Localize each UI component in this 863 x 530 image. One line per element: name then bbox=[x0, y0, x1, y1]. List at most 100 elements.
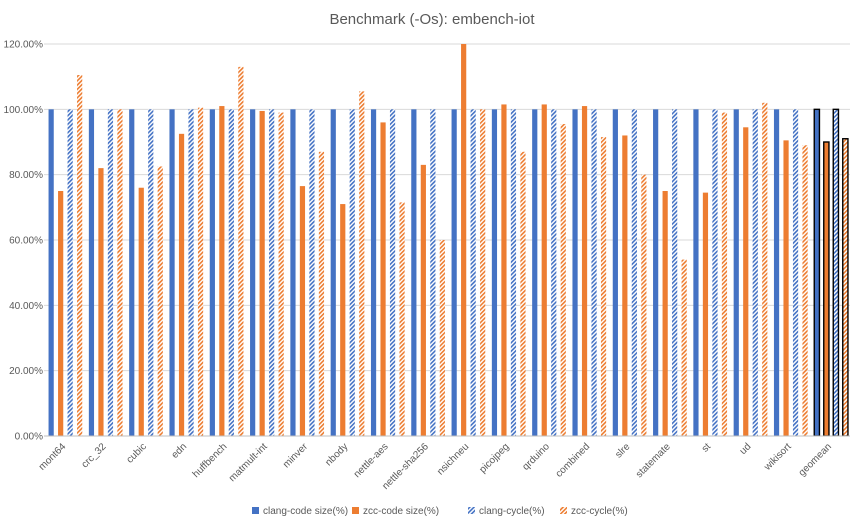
bar-minver-s1 bbox=[299, 186, 306, 436]
bar-picojpeg-s3 bbox=[520, 151, 526, 436]
x-tick-label: edn bbox=[170, 441, 190, 461]
y-tick-label: 0.00% bbox=[15, 432, 43, 443]
bar-nsichneu-s3 bbox=[480, 109, 486, 436]
bar-nettle-aes-s2 bbox=[389, 109, 396, 436]
bar-mont64-s1 bbox=[58, 191, 64, 436]
y-tick-label: 120.00% bbox=[4, 40, 44, 51]
bar-matmult-int-s0 bbox=[250, 109, 256, 436]
x-tick-label: qrduino bbox=[521, 441, 553, 473]
bar-nbody-s2 bbox=[349, 109, 355, 436]
bar-minver-s3 bbox=[318, 151, 325, 436]
bar-nettle-sha256-s1 bbox=[420, 164, 426, 436]
gridlines bbox=[44, 43, 850, 372]
bar-combined-s3 bbox=[600, 137, 607, 436]
bar-mont64-s3 bbox=[77, 75, 83, 436]
bar-picojpeg-s0 bbox=[491, 109, 498, 436]
x-tick-label: ud bbox=[738, 441, 754, 457]
legend-swatch bbox=[352, 507, 359, 514]
bar-statemate-s3 bbox=[681, 259, 687, 436]
bars bbox=[48, 44, 849, 436]
bar-qrduino-s2 bbox=[551, 109, 557, 436]
bar-huffbench-s3 bbox=[238, 66, 244, 436]
x-tick-label: crc_32 bbox=[80, 441, 109, 470]
bar-mont64-s0 bbox=[48, 109, 54, 436]
bar-nsichneu-s2 bbox=[470, 109, 476, 436]
bar-crc_32-s0 bbox=[88, 109, 95, 436]
legend-label: clang-cycle(%) bbox=[479, 506, 545, 517]
bar-crc_32-s1 bbox=[98, 168, 104, 436]
bar-cubic-s1 bbox=[138, 187, 144, 436]
y-tick-label: 80.00% bbox=[9, 170, 43, 181]
bar-st-s1 bbox=[702, 192, 709, 436]
bar-combined-s1 bbox=[581, 106, 588, 436]
bar-minver-s0 bbox=[290, 109, 296, 436]
bar-huffbench-s1 bbox=[219, 106, 225, 436]
bar-huffbench-s2 bbox=[228, 109, 234, 436]
bar-geomean-s2 bbox=[832, 108, 840, 436]
bar-nettle-sha256-s0 bbox=[411, 109, 417, 436]
bar-nettle-sha256-s3 bbox=[439, 240, 445, 436]
x-tick-label: slre bbox=[613, 441, 632, 460]
y-tick-label: 40.00% bbox=[9, 301, 43, 312]
y-tick-label: 20.00% bbox=[9, 366, 43, 377]
y-axis-ticks: 0.00% 20.00% 40.00% 60.00% 80.00% 100.00% 120.… bbox=[4, 40, 44, 443]
bar-ud-s2 bbox=[752, 109, 758, 436]
bar-statemate-s2 bbox=[672, 109, 678, 436]
x-tick-label: nettle-aes bbox=[352, 441, 391, 480]
bar-crc_32-s3 bbox=[117, 109, 123, 436]
y-tick-label: 60.00% bbox=[9, 236, 43, 247]
bar-nettle-aes-s0 bbox=[370, 109, 377, 436]
x-tick-label: geomean bbox=[797, 441, 834, 478]
bar-geomean-s0 bbox=[813, 108, 821, 436]
bar-edn-s1 bbox=[178, 133, 185, 436]
bar-mont64-s2 bbox=[67, 109, 73, 436]
legend-swatch bbox=[252, 507, 259, 514]
legend-label: zcc-code size(%) bbox=[363, 506, 439, 517]
bar-statemate-s0 bbox=[653, 109, 659, 436]
x-tick-label: nbody bbox=[323, 441, 350, 468]
bar-crc_32-s2 bbox=[107, 109, 114, 436]
bar-nsichneu-s1 bbox=[461, 44, 467, 436]
bar-slre-s3 bbox=[641, 174, 647, 436]
bar-wikisort-s1 bbox=[783, 140, 789, 436]
bar-wikisort-s3 bbox=[802, 145, 808, 436]
legend: clang-code size(%) zcc-code size(%) clang-… bbox=[252, 506, 628, 517]
bar-geomean-s3 bbox=[842, 138, 849, 436]
x-tick-label: combined bbox=[554, 441, 592, 479]
bar-cubic-s3 bbox=[157, 166, 163, 436]
bar-nbody-s3 bbox=[359, 91, 365, 436]
bar-st-s2 bbox=[712, 109, 718, 436]
bar-ud-s3 bbox=[762, 102, 768, 436]
bar-matmult-int-s3 bbox=[278, 112, 284, 436]
bar-huffbench-s0 bbox=[209, 109, 215, 436]
x-tick-label: matmult-int bbox=[227, 441, 270, 484]
bar-nsichneu-s0 bbox=[451, 109, 457, 436]
legend-label: clang-code size(%) bbox=[263, 506, 348, 517]
bar-cubic-s0 bbox=[129, 109, 135, 436]
bar-edn-s0 bbox=[169, 109, 175, 436]
bar-matmult-int-s2 bbox=[269, 109, 275, 436]
bar-wikisort-s0 bbox=[773, 109, 780, 436]
x-tick-label: cubic bbox=[125, 441, 149, 465]
legend-label: zcc-cycle(%) bbox=[571, 506, 628, 517]
x-tick-label: picojpeg bbox=[477, 441, 511, 475]
bar-qrduino-s1 bbox=[541, 104, 547, 436]
legend-swatch bbox=[560, 507, 567, 514]
x-tick-label: statemate bbox=[634, 441, 673, 480]
bar-ud-s0 bbox=[733, 109, 739, 436]
bar-edn-s3 bbox=[197, 107, 204, 436]
bar-geomean-s1 bbox=[823, 141, 830, 436]
bar-matmult-int-s1 bbox=[259, 110, 265, 436]
bar-picojpeg-s2 bbox=[510, 109, 517, 436]
bar-slre-s2 bbox=[631, 109, 637, 436]
bar-combined-s0 bbox=[572, 109, 578, 436]
bar-picojpeg-s1 bbox=[501, 104, 507, 436]
bar-wikisort-s2 bbox=[792, 109, 799, 436]
x-tick-label: huffbench bbox=[191, 441, 230, 480]
x-tick-label: nsichneu bbox=[435, 441, 471, 477]
bar-edn-s2 bbox=[188, 109, 194, 436]
bar-slre-s0 bbox=[612, 109, 618, 436]
bar-qrduino-s3 bbox=[560, 124, 566, 436]
bar-cubic-s2 bbox=[148, 109, 154, 436]
